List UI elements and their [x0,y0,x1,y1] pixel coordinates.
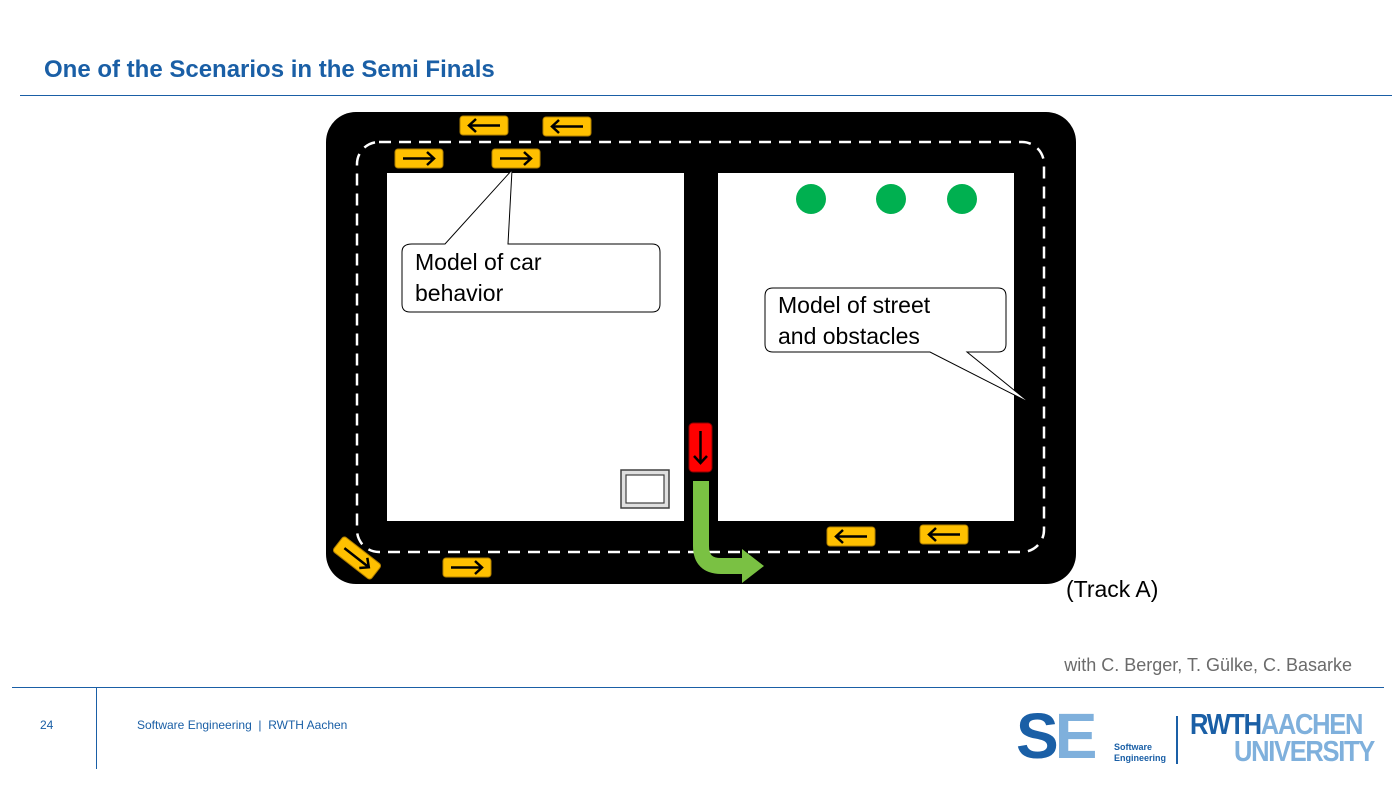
car-bottom-1 [826,526,876,547]
slide-title: One of the Scenarios in the Semi Finals [44,56,495,83]
obstacle-2 [876,184,906,214]
obstacle-1 [796,184,826,214]
obstacle-3 [947,184,977,214]
car-corner [332,536,382,580]
callout-street-box [764,287,1031,404]
car-top-1 [459,115,509,136]
page-number: 24 [40,718,54,732]
lane-line [355,140,1046,554]
car-top-2 [542,116,592,137]
footer-text: Software Engineering | RWTH Aachen [137,718,348,732]
credits: with C. Berger, T. Gülke, C. Basarke [1064,655,1352,675]
title-rule [20,95,1392,96]
car-top-3 [394,148,444,169]
car-bottom-2 [919,524,969,545]
car-bottom-3 [442,557,492,578]
infield-left [387,173,684,521]
callout-street-text: Model of street and obstacles [778,292,931,349]
path-arrow [693,481,764,583]
footer-divider [96,687,97,769]
ego-car [688,422,713,473]
se-logo: SE [1016,700,1097,772]
callout-car-text: Model of car behavior [415,249,542,306]
footer-rule [12,687,1384,688]
callout-car-box [401,168,661,313]
se-logo-subtitle: Software Engineering [1114,742,1167,763]
rwth-logo: RWTHAACHEN UNIVERSITY [1190,709,1375,768]
parking-box [620,469,670,509]
car-top-4 [491,148,541,169]
track-label: (Track A) [1066,576,1159,602]
logo-divider [1176,716,1178,764]
